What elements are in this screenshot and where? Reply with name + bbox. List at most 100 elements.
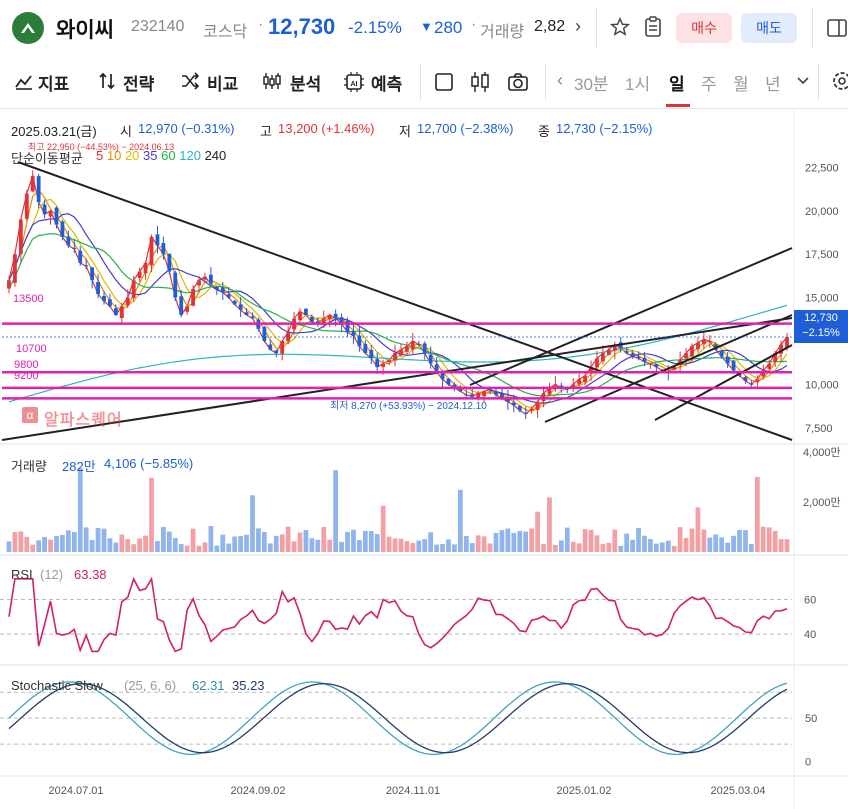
volume-bar: [161, 527, 166, 552]
volume-axis-tick: 2,000만: [803, 496, 841, 509]
toolbar-indicator[interactable]: 지표: [38, 75, 70, 94]
volume-bar: [642, 535, 647, 552]
volume-bar: [737, 529, 742, 552]
volume-bar: [190, 528, 196, 552]
volume-bar: [731, 535, 736, 552]
volume-label: 거래량: [480, 24, 525, 41]
square-icon[interactable]: [434, 72, 454, 97]
volume-bar: [671, 545, 677, 552]
ma35-label: 35: [143, 148, 158, 163]
stoch-param: (25, 6, 6): [124, 678, 177, 693]
volume-bar: [719, 537, 725, 552]
ma10-label: 10: [106, 148, 122, 163]
candle-body: [197, 280, 201, 286]
period-month[interactable]: 월: [733, 75, 749, 94]
candle-body: [60, 221, 65, 237]
volume-bar: [564, 527, 570, 552]
volume-bar: [618, 545, 624, 552]
note-icon[interactable]: [643, 16, 663, 43]
ma120-line: [8, 304, 788, 403]
rsi-line: [8, 576, 788, 653]
candle-body: [179, 296, 184, 315]
ma5-label: 5: [96, 148, 104, 163]
volume-bar: [541, 544, 546, 552]
ma35-line: [8, 213, 788, 404]
period-30min[interactable]: 30분: [574, 75, 609, 94]
candle-body: [422, 343, 427, 354]
period-1hour[interactable]: 1시: [625, 75, 651, 94]
candle-body: [185, 306, 190, 312]
toolbar-predict[interactable]: 예측: [371, 75, 403, 94]
ma-label: 단순이동평균: [11, 151, 83, 166]
candle-body: [42, 204, 47, 215]
change-amount: 280: [434, 18, 463, 37]
candle-body: [767, 363, 772, 369]
toolbar-strategy[interactable]: 전략: [123, 75, 155, 94]
candle-body: [684, 353, 688, 359]
candle-body: [547, 387, 552, 395]
candle-body: [339, 317, 344, 324]
candle-body: [755, 379, 760, 383]
stock-chart[interactable]: 22,500 20,000 17,500 15,000 10,000 7,500 4,000…: [0, 108, 848, 809]
volume-bar: [54, 536, 59, 552]
watermark-logo-icon: α: [22, 407, 38, 423]
candle-body: [333, 313, 338, 319]
period-year[interactable]: 년: [765, 75, 781, 94]
candlestick-icon[interactable]: [470, 71, 490, 98]
volume-bar: [386, 536, 392, 552]
toolbar-compare[interactable]: 비교: [207, 75, 239, 94]
volume-bar: [553, 544, 558, 552]
svg-text:AI: AI: [351, 81, 358, 88]
volume-bar: [368, 531, 374, 552]
volume-bar: [18, 531, 24, 552]
period-day[interactable]: 일: [669, 75, 685, 94]
watermark-text: 알파스퀘어: [44, 412, 123, 429]
volume-bar: [95, 527, 101, 552]
volume-bar: [345, 531, 350, 552]
ma240-label: 240: [204, 148, 227, 163]
camera-icon[interactable]: [507, 72, 529, 97]
candle-body: [173, 272, 178, 298]
volume-bar: [137, 538, 143, 552]
rsi-axis-tick: 40: [804, 629, 816, 641]
candle-body: [601, 353, 605, 362]
candle-body: [125, 297, 130, 306]
gear-icon[interactable]: [830, 70, 848, 97]
price-axis-tick: 10,000: [805, 379, 839, 391]
candle-body: [13, 254, 17, 283]
toolbar-analysis[interactable]: 분석: [290, 75, 322, 94]
volume-bar: [250, 495, 255, 552]
candle-body: [488, 388, 492, 390]
uptrend-line-middle: [544, 314, 793, 423]
buy-button[interactable]: 매수: [676, 13, 732, 43]
volume-bar: [77, 468, 83, 552]
close-value: 12,730 (−2.15%): [556, 121, 653, 136]
volume-bar: [238, 536, 243, 552]
volume-bar: [725, 542, 731, 552]
volume-bar: [410, 543, 416, 552]
x-axis-tick: 2025.03.04: [710, 785, 765, 797]
volume-bar: [351, 529, 356, 552]
candle-body: [102, 295, 106, 302]
candle-body: [309, 317, 314, 322]
volume-bar: [648, 538, 653, 552]
candle-body: [357, 335, 362, 347]
candle-body: [274, 350, 279, 354]
high-note: 최고 22,950 (−44.53%) − 2024.06.13: [28, 142, 175, 152]
star-icon[interactable]: [609, 16, 631, 43]
volume-bar: [357, 540, 362, 552]
chevron-right-icon[interactable]: ›: [575, 16, 581, 36]
sell-button[interactable]: 매도: [741, 13, 797, 43]
volume-bar: [374, 534, 380, 552]
price-tag-pct: −2.15%: [802, 327, 840, 339]
volume-bar: [523, 531, 529, 552]
chevron-down-icon[interactable]: [797, 73, 809, 91]
volume-bar: [529, 528, 535, 552]
panel-toggle-icon[interactable]: [826, 17, 848, 44]
candle-body: [78, 250, 83, 263]
dot-separator: ·: [258, 16, 264, 33]
rsi-param: (12): [40, 567, 64, 582]
chevron-left-icon[interactable]: ‹: [557, 70, 563, 90]
volume-bar: [232, 536, 238, 552]
period-week[interactable]: 주: [701, 75, 717, 94]
